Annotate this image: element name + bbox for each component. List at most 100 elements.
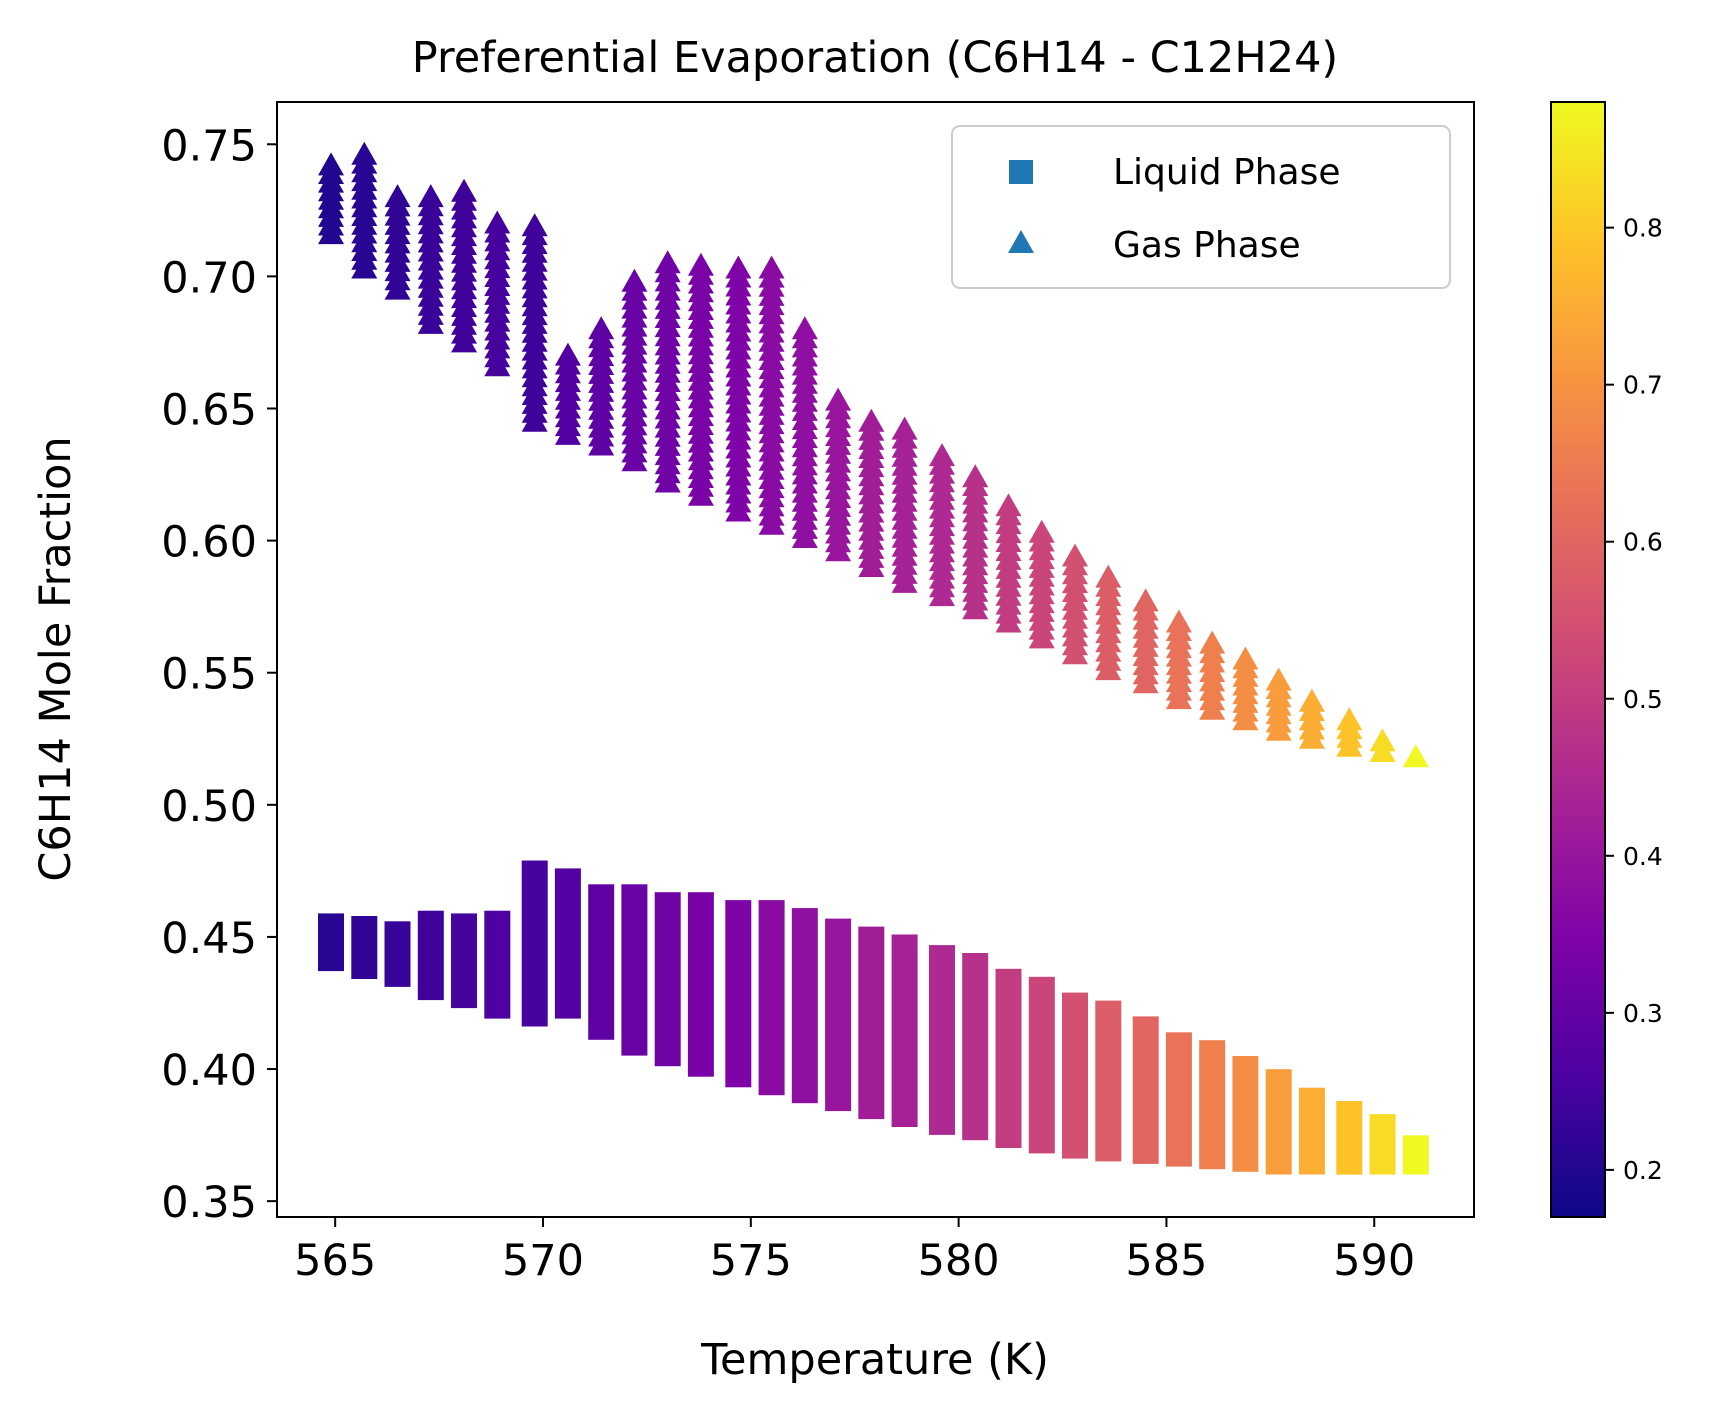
gas-phase-marker — [1298, 725, 1325, 749]
gas-phase-marker-column-29 — [1298, 688, 1325, 749]
gas-phase-marker — [654, 469, 681, 493]
legend-label-liquid: Liquid Phase — [1113, 152, 1341, 193]
liquid-phase-marker-column-4 — [451, 913, 477, 1009]
liquid-phase-marker-column-2 — [384, 921, 411, 987]
liquid-phase-marker-column-10 — [654, 892, 681, 1067]
gas-phase-marker — [962, 596, 989, 620]
gas-phase-marker-column-2 — [384, 184, 411, 300]
y-tick-label: 0.60 — [161, 518, 257, 568]
x-tick-label: 570 — [502, 1236, 584, 1286]
gas-phase-marker — [554, 421, 581, 445]
liquid-phase-marker-column-17 — [891, 934, 918, 1127]
liquid-phase-marker-column-3 — [417, 910, 444, 1001]
gas-phase-marker-column-5 — [484, 210, 511, 377]
legend: Liquid Phase Gas Phase — [951, 125, 1451, 289]
gas-phase-marker-column-3 — [417, 184, 444, 334]
chart-title: Preferential Evaporation (C6H14 - C12H24… — [412, 33, 1338, 83]
gas-phase-marker-column-15 — [825, 387, 852, 562]
gas-phase-marker-column-30 — [1336, 707, 1363, 757]
liquid-phase-marker-column-6 — [521, 860, 548, 1027]
colorbar-tick-label: 0.8 — [1623, 214, 1663, 243]
liquid-phase-marker-column-24 — [1132, 1016, 1159, 1164]
gas-phase-marker-column-11 — [687, 252, 714, 506]
gas-phase-marker-column-14 — [791, 316, 818, 548]
x-tick-label: 575 — [710, 1236, 792, 1286]
y-tick-label: 0.35 — [161, 1178, 257, 1228]
liquid-phase-marker-column-11 — [687, 892, 714, 1077]
gas-phase-marker-column-1 — [351, 141, 378, 279]
liquid-phase-marker-column-7 — [554, 868, 581, 1019]
x-tick-label: 565 — [294, 1236, 376, 1286]
gas-phase-marker — [1165, 686, 1192, 710]
gas-phase-marker-column-24 — [1132, 588, 1159, 694]
gas-phase-marker — [758, 511, 785, 535]
gas-phase-marker — [1336, 733, 1363, 757]
gas-phase-marker — [791, 525, 818, 548]
liquid-phase-marker-column-31 — [1369, 1114, 1396, 1175]
gas-phase-marker-column-16 — [858, 408, 885, 577]
y-tick-label: 0.75 — [161, 121, 257, 171]
gas-phase-marker-column-12 — [725, 255, 752, 522]
colorbar-tick-label: 0.4 — [1623, 842, 1663, 871]
colorbar-tick-label: 0.7 — [1623, 371, 1663, 400]
gas-phase-marker — [1028, 625, 1055, 649]
liquid-phase-marker-column-20 — [995, 968, 1022, 1148]
gas-phase-marker — [351, 255, 378, 279]
liquid-phase-marker-column-19 — [962, 953, 989, 1141]
data-marks — [318, 141, 1429, 1175]
y-tick-label: 0.55 — [161, 650, 257, 700]
gas-phase-marker — [588, 432, 615, 456]
gas-phase-marker-column-22 — [1062, 543, 1088, 665]
colorbar-gradient — [1550, 101, 1606, 1218]
liquid-phase-marker-column-27 — [1232, 1056, 1259, 1172]
gas-phase-marker — [1265, 717, 1292, 741]
gas-phase-marker-column-13 — [758, 255, 785, 535]
gas-phase-marker — [929, 583, 955, 607]
gas-phase-marker — [858, 554, 885, 577]
gas-phase-marker-column-6 — [521, 213, 548, 432]
legend-label-gas: Gas Phase — [1113, 225, 1301, 266]
gas-phase-marker — [1199, 696, 1226, 720]
gas-phase-marker-column-31 — [1369, 728, 1396, 762]
y-tick-label: 0.70 — [161, 253, 257, 303]
gas-phase-marker — [725, 498, 752, 522]
gas-phase-marker-column-25 — [1165, 609, 1192, 710]
plot-frame — [276, 101, 1475, 1218]
liquid-phase-marker-column-25 — [1165, 1032, 1192, 1167]
gas-phase-marker — [825, 538, 852, 562]
gas-phase-marker-column-8 — [588, 316, 615, 456]
y-axis-label: C6H14 Mole Fraction — [31, 436, 81, 881]
liquid-phase-marker-column-12 — [725, 900, 752, 1088]
x-tick-label: 590 — [1333, 1236, 1415, 1286]
gas-phase-marker — [451, 329, 478, 353]
gas-phase-marker — [384, 276, 411, 300]
gas-phase-marker-column-18 — [929, 443, 955, 607]
liquid-phase-marker-column-29 — [1298, 1087, 1325, 1175]
liquid-phase-marker-column-21 — [1028, 976, 1055, 1154]
colorbar: 0.2 0.3 0.4 0.5 0.6 0.7 0.8 — [1550, 101, 1663, 1218]
gas-phase-marker — [417, 310, 444, 334]
gas-phase-marker — [1369, 739, 1396, 762]
gas-phase-marker-column-21 — [1028, 519, 1055, 649]
x-tick-label: 585 — [1125, 1236, 1207, 1286]
legend-marker-gas — [1008, 230, 1034, 253]
liquid-phase-marker-column-30 — [1336, 1101, 1363, 1175]
liquid-phase-marker-column-14 — [791, 908, 818, 1104]
gas-phase-marker — [1232, 707, 1259, 731]
gas-phase-marker-column-0 — [318, 152, 345, 245]
gas-phase-marker — [995, 609, 1022, 633]
liquid-phase-marker-column-15 — [825, 918, 852, 1112]
y-tick-label: 0.45 — [161, 914, 257, 964]
gas-phase-marker-column-20 — [995, 493, 1022, 633]
colorbar-ticks: 0.2 0.3 0.4 0.5 0.6 0.7 0.8 — [1605, 214, 1663, 1185]
gas-phase-marker — [484, 353, 511, 377]
liquid-phase-marker-column-18 — [929, 945, 955, 1135]
gas-phase-marker — [891, 569, 918, 593]
gas-phase-marker-column-4 — [451, 178, 478, 353]
gas-phase-marker-column-7 — [554, 342, 581, 445]
liquid-phase-marker-column-32 — [1402, 1135, 1429, 1175]
liquid-phase-marker-column-16 — [858, 926, 885, 1120]
gas-phase-marker — [318, 221, 345, 245]
gas-phase-marker — [1132, 670, 1159, 694]
